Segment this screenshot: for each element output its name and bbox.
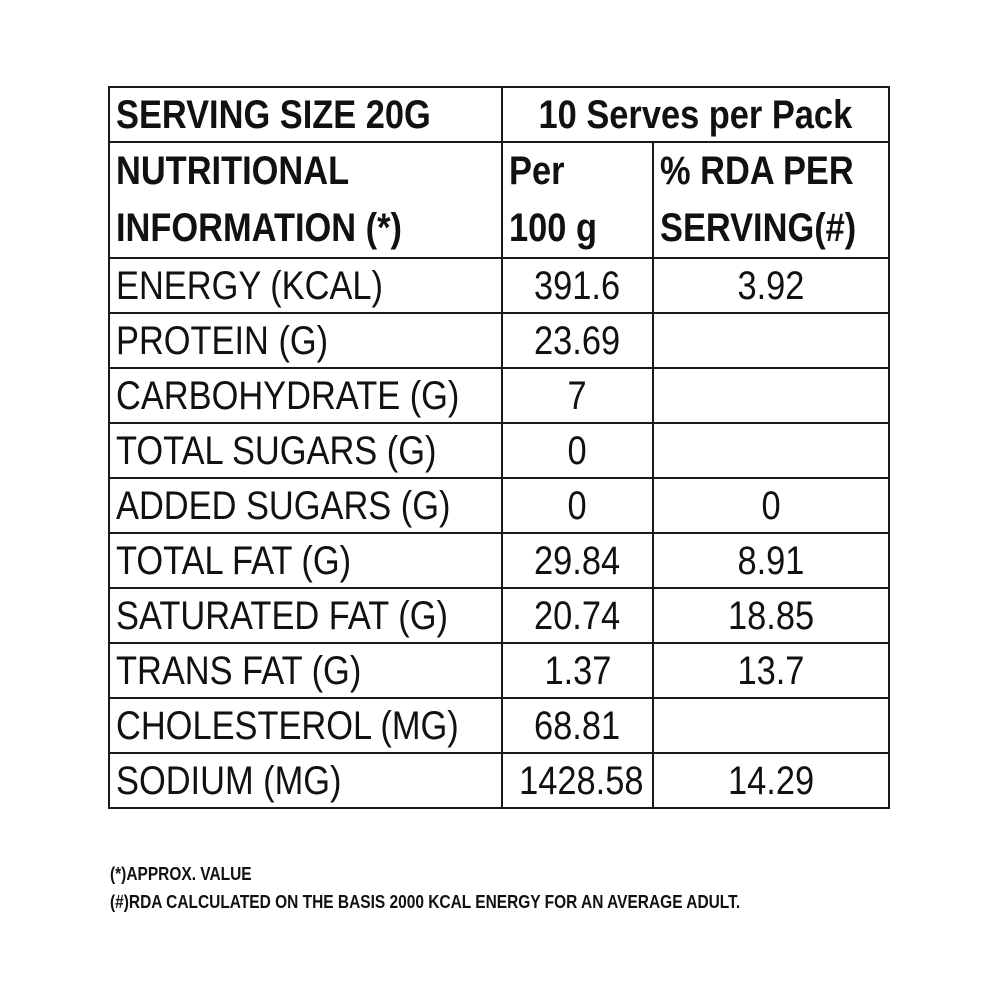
rda-value: 8.91	[737, 538, 805, 583]
per-100g-value: 68.81	[534, 703, 621, 748]
nutrient-name: ADDED SUGARS (G)	[116, 483, 451, 528]
nutrient-name: TRANS FAT (G)	[116, 648, 362, 693]
table-row: ADDED SUGARS (G) 0 0	[107, 477, 891, 534]
table-row: PROTEIN (G) 23.69	[107, 312, 891, 369]
per-100g-value: 1428.58	[519, 758, 644, 803]
footnote-approx: (*)APPROX. VALUE	[110, 864, 252, 884]
per-100g-value: 0	[567, 483, 588, 528]
nutrient-name: TOTAL SUGARS (G)	[116, 428, 437, 473]
rda-value: 13.7	[737, 648, 805, 693]
rda-value: 3.92	[737, 263, 805, 308]
table-row: SATURATED FAT (G) 20.74 18.85	[107, 587, 891, 644]
nutrient-name: SATURATED FAT (G)	[116, 593, 448, 638]
header-row: NUTRITIONAL INFORMATION (*) Per 100 g % RD…	[107, 141, 891, 259]
per-100g-value: 20.74	[534, 593, 621, 638]
per-100g-value: 391.6	[534, 263, 621, 308]
table-row: ENERGY (KCAL) 391.6 3.92	[107, 257, 891, 314]
rda-value: 18.85	[727, 593, 815, 638]
header-rda: % RDA PER SERVING(#)	[651, 141, 891, 259]
table-row: SODIUM (MG) 1428.58 14.29	[107, 752, 891, 809]
nutrient-name: PROTEIN (G)	[116, 318, 329, 363]
table-row: CHOLESTEROL (MG) 68.81	[107, 697, 891, 754]
table-row: TOTAL FAT (G) 29.84 8.91	[107, 532, 891, 589]
nutrient-name: TOTAL FAT (G)	[116, 538, 352, 583]
per-100g-value: 23.69	[534, 318, 621, 363]
nutrient-name: SODIUM (MG)	[116, 758, 342, 803]
per-100g-value: 1.37	[543, 648, 611, 693]
rda-value: 14.29	[727, 758, 815, 803]
table-row: CARBOHYDRATE (G) 7	[107, 367, 891, 424]
nutrient-name: CHOLESTEROL (MG)	[116, 703, 459, 748]
rda-value: 0	[761, 483, 781, 528]
per-100g-value: 7	[567, 373, 588, 418]
header-per-100g: Per 100 g	[501, 141, 654, 259]
per-100g-value: 29.84	[534, 538, 621, 583]
footnote-rda-basis: (#)RDA CALCULATED ON THE BASIS 2000 KCAL…	[110, 892, 741, 912]
serving-size-cell: SERVING SIZE 20G	[107, 86, 504, 143]
nutrition-table: SERVING SIZE 20G 10 Serves per Pack NUTR…	[107, 86, 891, 809]
per-100g-value: 0	[567, 428, 588, 473]
table-row: TRANS FAT (G) 1.37 13.7	[107, 642, 891, 699]
serves-per-pack-cell: 10 Serves per Pack	[501, 86, 890, 143]
table-row: TOTAL SUGARS (G) 0	[107, 422, 891, 479]
nutrient-name: CARBOHYDRATE (G)	[116, 373, 460, 418]
serving-row: SERVING SIZE 20G 10 Serves per Pack	[107, 86, 890, 143]
footnotes: (*)APPROX. VALUE (#)RDA CALCULATED ON TH…	[110, 860, 843, 916]
header-nutrient: NUTRITIONAL INFORMATION (*)	[107, 141, 504, 259]
nutrient-name: ENERGY (KCAL)	[116, 263, 383, 308]
